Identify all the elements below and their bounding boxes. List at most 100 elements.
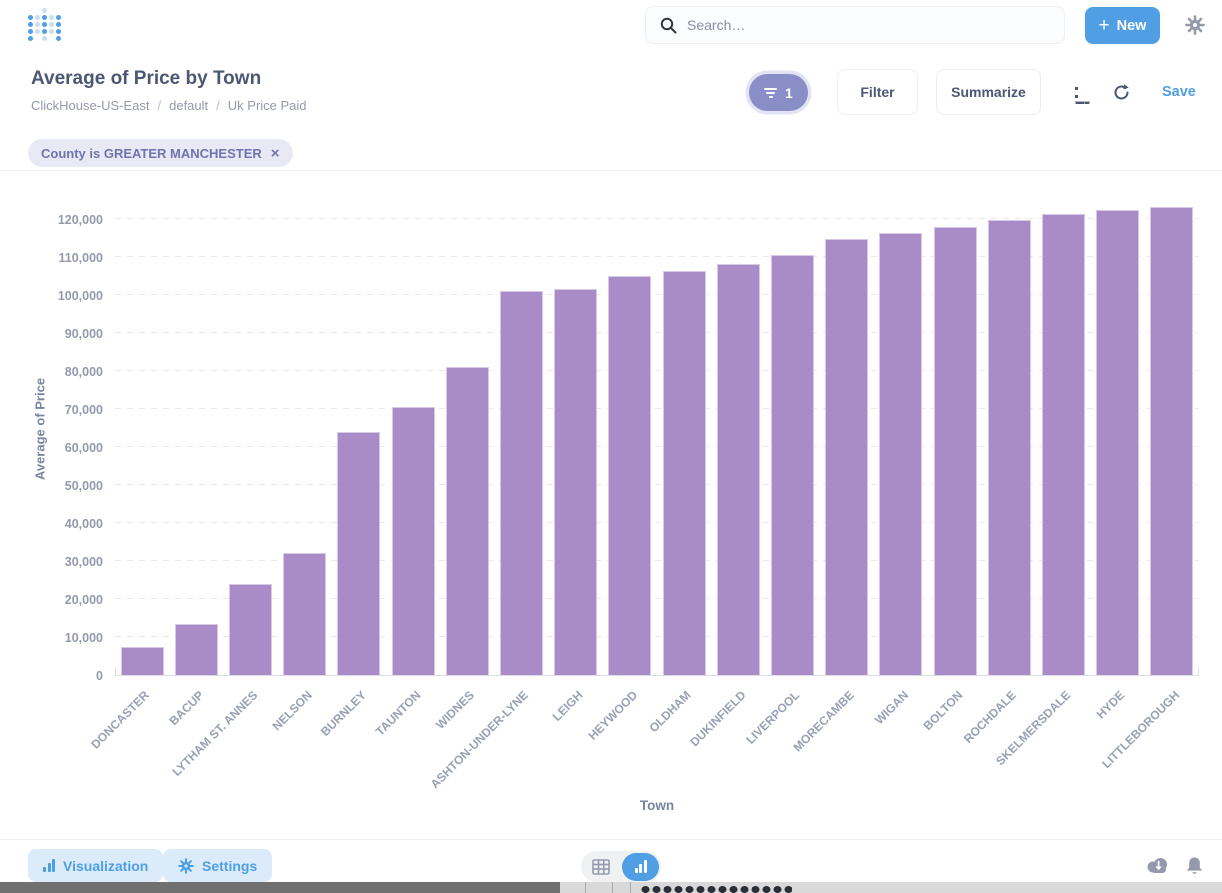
- gear-icon: [178, 857, 194, 874]
- filter-row-divider: [0, 170, 1222, 171]
- table-view-button[interactable]: [592, 858, 610, 875]
- chart-bar[interactable]: [1150, 206, 1194, 675]
- chart-bar[interactable]: [120, 646, 164, 675]
- logo-dot: [28, 36, 33, 41]
- x-tick-label: TAUNTON: [372, 688, 424, 739]
- chart-bar[interactable]: [174, 623, 218, 675]
- logo-dot: [35, 36, 40, 41]
- visualization-button-label: Visualization: [63, 857, 149, 874]
- bell-icon-button[interactable]: [1185, 856, 1204, 879]
- filter-button[interactable]: Filter: [837, 69, 918, 115]
- search-input[interactable]: [687, 17, 1050, 33]
- cloud-download-icon: [1147, 858, 1167, 873]
- y-tick-label: 20,000: [64, 593, 103, 607]
- plus-icon: +: [1098, 15, 1110, 36]
- summarize-button[interactable]: Summarize: [936, 69, 1041, 115]
- y-tick-label: 120,000: [57, 213, 103, 227]
- x-tick-label: ROCHDALE: [961, 688, 1020, 746]
- y-tick-label: 60,000: [64, 441, 103, 455]
- breadcrumb-separator: /: [216, 98, 220, 113]
- logo-dot: [49, 29, 54, 34]
- gridline: [115, 522, 1199, 523]
- chart-bar[interactable]: [608, 276, 652, 675]
- close-icon[interactable]: ×: [270, 144, 280, 162]
- filter-chip-county[interactable]: County is GREATER MANCHESTER ×: [28, 139, 293, 167]
- logo-dot: [28, 29, 33, 34]
- chart-bar[interactable]: [771, 254, 814, 675]
- chart-bar[interactable]: [662, 271, 706, 675]
- filter-count: 1: [785, 84, 793, 101]
- download-button[interactable]: [1146, 856, 1170, 877]
- clipped-content-dots: [640, 886, 792, 893]
- logo-dot: [35, 8, 40, 13]
- metabase-logo[interactable]: [28, 8, 62, 42]
- logo-dot: [35, 22, 40, 27]
- new-button-label: New: [1116, 17, 1147, 34]
- y-tick-label: 80,000: [64, 365, 103, 379]
- gridline: [115, 370, 1199, 371]
- chart-bar[interactable]: [879, 232, 923, 675]
- global-search[interactable]: [645, 6, 1065, 44]
- chart-bar[interactable]: [337, 431, 381, 675]
- gridline: [115, 598, 1199, 599]
- x-tick-label: NELSON: [269, 688, 315, 734]
- settings-button[interactable]: Settings: [163, 849, 273, 882]
- logo-dot: [56, 15, 61, 20]
- x-tick-label: OLDHAM: [646, 688, 695, 736]
- y-tick-label: 10,000: [64, 631, 103, 645]
- filter-count-pill[interactable]: 1: [749, 74, 808, 111]
- chart-bar[interactable]: [933, 226, 977, 675]
- breadcrumb-database[interactable]: ClickHouse-US-East: [31, 98, 150, 113]
- breadcrumb-separator: /: [157, 98, 162, 113]
- x-tick-label: BOLTON: [920, 688, 966, 733]
- logo-dot: [28, 22, 33, 27]
- chart-bar[interactable]: [500, 291, 543, 675]
- funnel-icon: [764, 87, 777, 98]
- x-tick-label: HYDE: [1094, 688, 1128, 722]
- gear-icon[interactable]: [1185, 15, 1205, 35]
- logo-dot: [56, 8, 61, 13]
- chart-bar[interactable]: [554, 289, 598, 675]
- visualization-button[interactable]: Visualization: [28, 849, 164, 882]
- breadcrumb-table[interactable]: Uk Price Paid: [227, 98, 307, 113]
- scrollbar-divider: [630, 882, 631, 893]
- logo-dot: [35, 15, 40, 20]
- y-tick-label: 40,000: [64, 517, 103, 531]
- x-tick-label: WIDNES: [433, 688, 478, 732]
- x-tick-label: ASHTON-UNDER-LYNE: [428, 688, 532, 792]
- x-axis-title: Town: [639, 798, 675, 813]
- logo-dot: [49, 22, 54, 27]
- page-title: Average of Price by Town: [31, 68, 262, 89]
- chart-bar[interactable]: [1042, 213, 1085, 675]
- scrollbar-divider: [585, 882, 586, 893]
- x-tick-label: HEYWOOD: [585, 688, 640, 743]
- chart-bar[interactable]: [987, 219, 1031, 675]
- logo-dot: [42, 15, 47, 20]
- bell-icon: [1187, 857, 1202, 874]
- notebook-list-button[interactable]: [1064, 80, 1090, 104]
- breadcrumb-schema[interactable]: default: [169, 98, 209, 113]
- logo-dot: [49, 15, 54, 20]
- logo-dot: [42, 36, 47, 41]
- logo-dot: [56, 22, 61, 27]
- x-tick-label: DUKINFIELD: [686, 688, 749, 750]
- chart-bar[interactable]: [716, 263, 760, 675]
- new-button[interactable]: + New: [1085, 7, 1160, 44]
- settings-button-label: Settings: [202, 857, 258, 874]
- chart-bar[interactable]: [825, 238, 869, 675]
- chart-bar[interactable]: [283, 553, 327, 675]
- x-tick-label: LEIGH: [549, 688, 586, 724]
- breadcrumb: ClickHouse-US-East / default / Uk Price …: [31, 98, 307, 113]
- chart-view-button-active[interactable]: [622, 852, 659, 881]
- chart-bar[interactable]: [229, 583, 272, 675]
- scrollbar-thumb[interactable]: [0, 882, 560, 893]
- chart-bar[interactable]: [391, 407, 435, 675]
- save-button[interactable]: Save: [1162, 84, 1196, 100]
- x-tick-label: BURNLEY: [317, 688, 369, 739]
- logo-dot: [49, 8, 54, 13]
- chart-bar[interactable]: [445, 367, 489, 675]
- chart-bar[interactable]: [1096, 209, 1140, 675]
- refresh-button[interactable]: [1109, 80, 1133, 104]
- bar-chart: Average of Price Town 0 10,000 20,000 30,00…: [0, 175, 1222, 835]
